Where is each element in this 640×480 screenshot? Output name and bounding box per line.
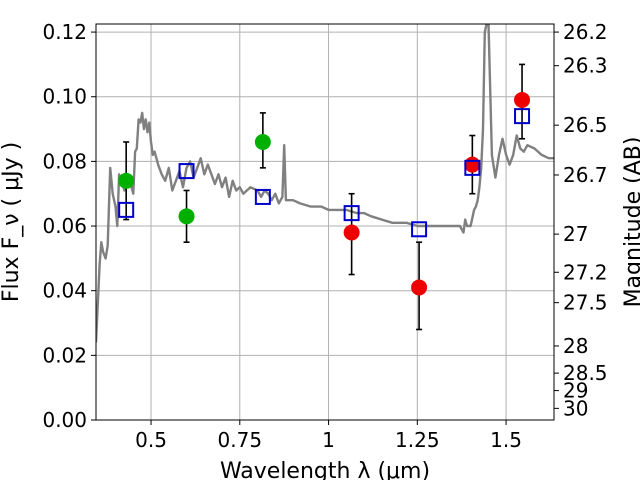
- x-tick-label: 1.25: [395, 428, 440, 452]
- x-axis-title: Wavelength λ (μm): [220, 459, 430, 480]
- grid: [96, 24, 554, 421]
- data-point: [514, 91, 531, 108]
- model-point: [178, 163, 195, 180]
- y2-tick-label: 30: [563, 396, 588, 420]
- y2-axis-title: Magnitude (AB): [621, 137, 640, 308]
- y2-tick-label: 28.5: [563, 361, 608, 385]
- data-point: [411, 279, 428, 296]
- plot-area: [96, 24, 554, 343]
- x-tick-label: 0.5: [135, 428, 167, 452]
- x-tick-label: 1: [322, 428, 335, 452]
- y2-tick-label: 27.5: [563, 291, 608, 315]
- y2-tick-label: 27.2: [563, 260, 608, 284]
- x-tick-label: 0.75: [218, 428, 263, 452]
- y-axis-title: Flux F_ν ( μJy ): [0, 142, 24, 302]
- model-point: [464, 159, 481, 176]
- y-tick-label: 0.12: [42, 20, 87, 44]
- x-tick-label: 1.5: [490, 428, 522, 452]
- y-tick-label: 0.04: [42, 279, 87, 303]
- model-point: [254, 188, 271, 205]
- data-point: [343, 224, 360, 241]
- y2-tick-label: 26.5: [563, 113, 608, 137]
- y-tick-label: 0.10: [42, 85, 87, 109]
- y2-tick-label: 28: [563, 334, 588, 358]
- model-point: [343, 205, 360, 222]
- model-point: [118, 201, 135, 218]
- y-tick-label: 0.02: [42, 343, 87, 367]
- plot-clipped-group: [96, 24, 554, 343]
- y-tick-label: 0.00: [42, 408, 87, 432]
- y-axis-left: 0.00 0.02 0.04 0.06 0.08 0.10 0.12: [42, 20, 96, 432]
- model-point: [514, 108, 531, 125]
- spectrum-line: [96, 24, 554, 343]
- y2-tick-label: 29: [563, 379, 588, 403]
- x-axis: 0.5 0.75 1 1.25 1.5: [135, 420, 522, 452]
- y2-tick-label: 27: [563, 222, 588, 246]
- model-point: [411, 221, 428, 238]
- y-tick-label: 0.06: [42, 214, 87, 238]
- data-point: [178, 208, 195, 225]
- data-point: [254, 133, 271, 150]
- data-point: [464, 156, 481, 173]
- y2-tick-label: 26.3: [563, 54, 608, 78]
- y2-tick-label: 26.2: [563, 20, 608, 44]
- y-tick-label: 0.08: [42, 149, 87, 173]
- data-point: [118, 172, 135, 189]
- axes-frame: [95, 23, 555, 421]
- y2-tick-label: 26.7: [563, 163, 608, 187]
